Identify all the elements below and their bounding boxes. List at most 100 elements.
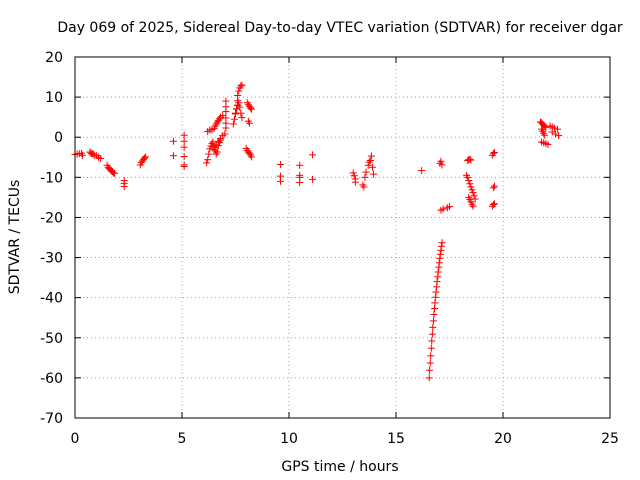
data-point bbox=[169, 152, 177, 160]
y-tick-label: -50 bbox=[40, 331, 63, 347]
data-point bbox=[370, 170, 378, 178]
data-point bbox=[203, 159, 211, 167]
data-point bbox=[238, 114, 246, 122]
data-point bbox=[362, 168, 370, 176]
data-point bbox=[350, 172, 358, 180]
x-tick-label: 15 bbox=[387, 431, 405, 447]
data-point bbox=[205, 150, 213, 158]
y-tick-label: 0 bbox=[54, 130, 63, 146]
data-point bbox=[550, 124, 558, 132]
data-point bbox=[245, 149, 253, 157]
data-point bbox=[555, 132, 563, 140]
data-point bbox=[296, 179, 304, 187]
data-points bbox=[71, 81, 563, 382]
data-point bbox=[230, 115, 238, 123]
data-point bbox=[489, 184, 497, 192]
data-point bbox=[364, 161, 372, 169]
data-point bbox=[366, 156, 374, 164]
data-point bbox=[169, 137, 177, 145]
data-point bbox=[309, 175, 317, 183]
y-tick-label: -10 bbox=[40, 170, 63, 186]
data-point bbox=[446, 203, 453, 211]
data-point bbox=[180, 152, 188, 160]
data-point bbox=[361, 173, 369, 181]
x-axis-title: GPS time / hours bbox=[281, 459, 398, 475]
data-point bbox=[234, 92, 242, 100]
data-point bbox=[426, 359, 434, 367]
y-tick-label: 20 bbox=[45, 50, 63, 66]
data-point bbox=[309, 151, 317, 159]
data-point bbox=[120, 183, 128, 191]
data-point bbox=[544, 140, 552, 148]
y-axis-title: SDTVAR / TECUs bbox=[7, 180, 23, 295]
data-point bbox=[235, 87, 243, 95]
data-point bbox=[429, 317, 437, 325]
data-point bbox=[434, 268, 442, 276]
y-tick-label: -30 bbox=[40, 251, 63, 267]
x-tick-label: 0 bbox=[71, 431, 80, 447]
data-point bbox=[78, 151, 86, 159]
y-tick-label: -20 bbox=[40, 210, 63, 226]
data-point bbox=[429, 323, 437, 331]
data-point bbox=[490, 200, 498, 208]
data-point bbox=[430, 311, 438, 319]
data-point bbox=[365, 158, 373, 166]
data-point bbox=[438, 239, 446, 247]
data-point bbox=[425, 374, 433, 382]
data-point bbox=[489, 149, 497, 157]
data-point bbox=[465, 177, 473, 185]
x-tick-label: 20 bbox=[494, 431, 512, 447]
data-point bbox=[431, 299, 439, 307]
data-point bbox=[368, 163, 376, 171]
data-point bbox=[367, 152, 375, 160]
x-tick-label: 5 bbox=[178, 431, 187, 447]
data-point bbox=[141, 154, 149, 162]
data-point bbox=[466, 180, 474, 188]
data-point bbox=[235, 99, 243, 107]
data-point bbox=[438, 161, 446, 169]
data-point bbox=[248, 153, 256, 161]
data-point bbox=[436, 250, 444, 258]
data-point bbox=[467, 156, 475, 164]
data-point bbox=[237, 82, 245, 90]
data-point bbox=[180, 143, 188, 151]
y-tick-label: 10 bbox=[45, 90, 63, 106]
data-point bbox=[237, 109, 245, 117]
data-point bbox=[215, 115, 223, 123]
data-point bbox=[428, 330, 436, 338]
chart-title: Day 069 of 2025, Sidereal Day-to-day VTE… bbox=[57, 20, 623, 36]
data-point bbox=[541, 131, 549, 139]
data-point bbox=[427, 344, 435, 352]
data-point bbox=[142, 153, 150, 161]
data-point bbox=[221, 130, 229, 138]
x-tick-label: 25 bbox=[601, 431, 619, 447]
data-point bbox=[439, 205, 447, 213]
data-point bbox=[469, 202, 477, 210]
data-point bbox=[222, 108, 230, 116]
plot-frame bbox=[74, 56, 611, 419]
data-point bbox=[470, 192, 478, 200]
data-point bbox=[111, 169, 119, 177]
data-point bbox=[435, 259, 443, 267]
grid-layer bbox=[75, 57, 610, 418]
tick-layer: 0 5 10 15 20 25 -70 -60 -50 -40 -30 -20 -10 0 10 20 bbox=[40, 50, 619, 447]
data-point bbox=[418, 167, 426, 175]
data-point bbox=[204, 156, 212, 164]
x-tick-label: 10 bbox=[280, 431, 298, 447]
data-point bbox=[464, 173, 472, 181]
data-point bbox=[180, 137, 188, 145]
data-point bbox=[276, 177, 284, 185]
data-point bbox=[490, 148, 498, 156]
data-point bbox=[233, 105, 241, 113]
data-point bbox=[351, 178, 359, 186]
data-point bbox=[97, 154, 105, 162]
data-point bbox=[489, 201, 497, 209]
data-point bbox=[432, 288, 440, 296]
data-point bbox=[360, 183, 368, 191]
data-point bbox=[180, 131, 188, 139]
data-point bbox=[437, 242, 445, 250]
data-point bbox=[238, 81, 246, 89]
data-point bbox=[246, 104, 254, 112]
y-tick-label: -40 bbox=[40, 291, 63, 307]
